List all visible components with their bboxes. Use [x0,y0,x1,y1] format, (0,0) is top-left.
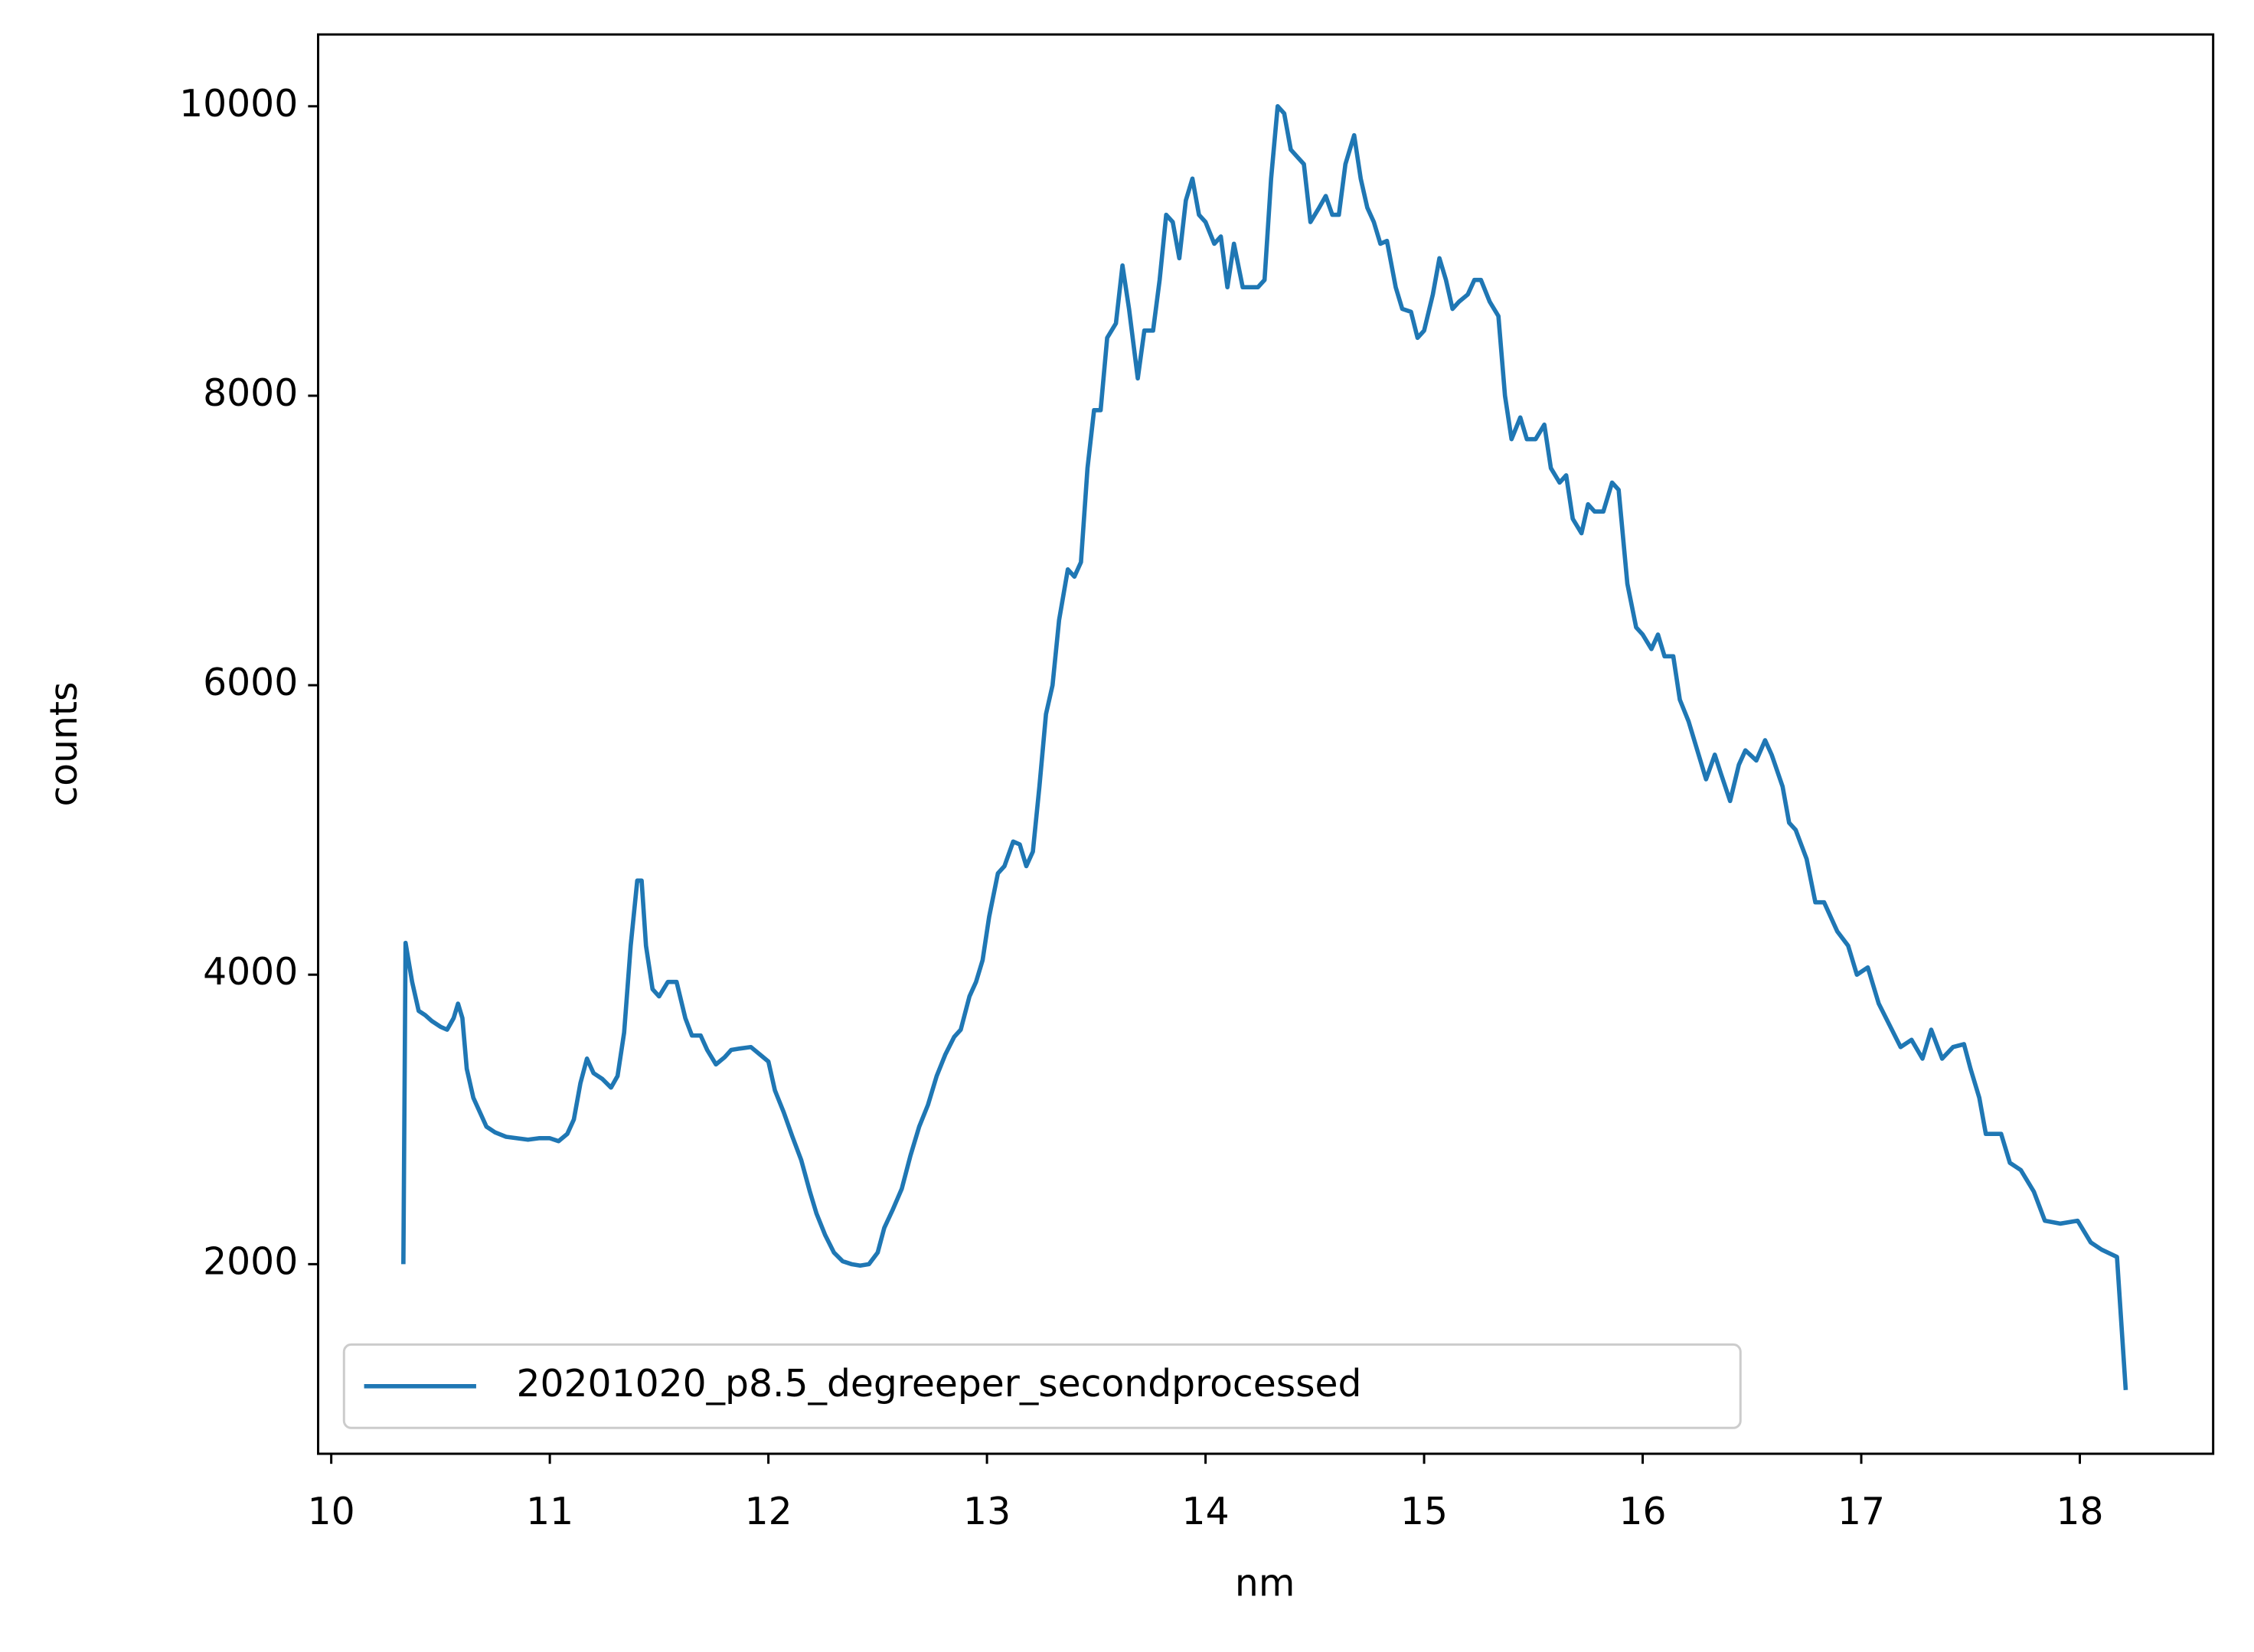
y-tick-label: 2000 [203,1239,298,1283]
y-tick-label: 4000 [203,950,298,994]
x-tick-label: 16 [1619,1490,1667,1533]
y-tick-label: 6000 [203,661,298,704]
x-tick-label: 14 [1182,1490,1230,1533]
x-axis-label: nm [1235,1562,1295,1605]
x-tick-label: 12 [745,1490,792,1533]
x-tick-label: 17 [1838,1490,1885,1533]
legend-box [342,1343,1742,1429]
y-tick-label: 10000 [179,82,298,126]
x-tick-label: 18 [2056,1490,2103,1533]
x-tick-label: 11 [526,1490,573,1533]
data-line [401,103,2128,1391]
plot-frame [317,33,2215,1455]
y-axis-label: counts [42,682,86,807]
legend-label: 20201020_p8.5_degreeper_secondprocessed [516,1362,1361,1406]
x-tick-label: 15 [1400,1490,1448,1533]
x-tick-label: 10 [308,1490,355,1533]
y-tick-label: 8000 [203,371,298,415]
x-tick-label: 13 [963,1490,1011,1533]
